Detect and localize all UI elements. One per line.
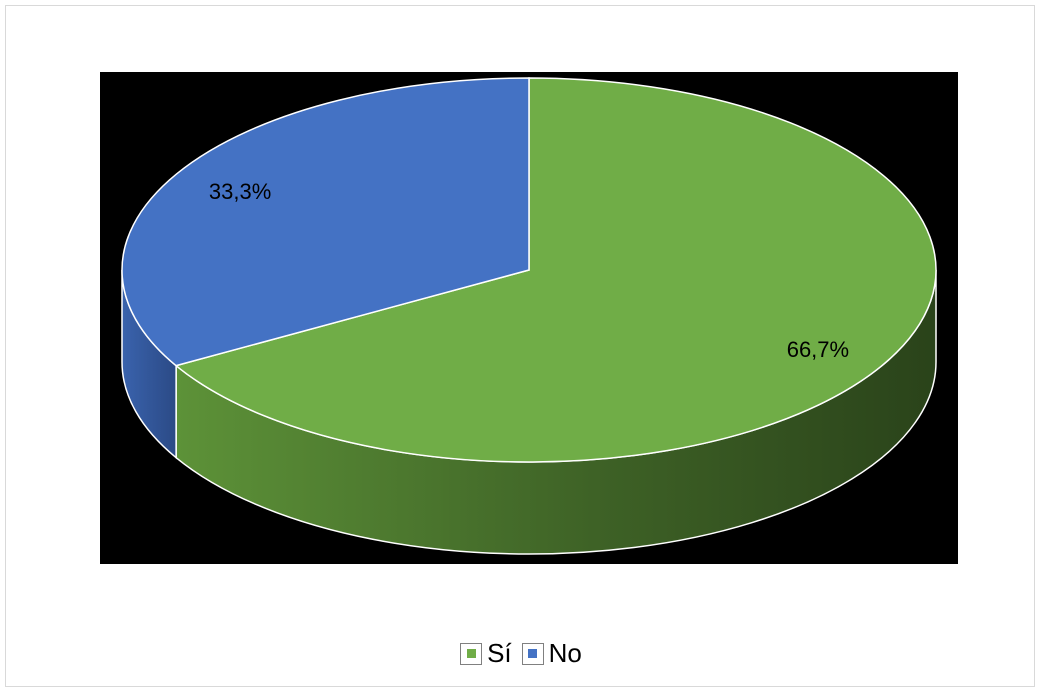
legend: Sí No	[0, 638, 1042, 669]
legend-item-si: Sí	[460, 638, 512, 669]
pie-slice-1	[121, 77, 530, 367]
data-label-1: 33,3%	[209, 179, 271, 204]
pie-slice-0	[174, 77, 937, 463]
data-label-0: 66,7%	[787, 337, 849, 362]
legend-label-si: Sí	[487, 638, 512, 668]
legend-swatch-si	[460, 642, 483, 665]
legend-item-no: No	[521, 638, 582, 669]
legend-swatch-no	[521, 642, 544, 665]
legend-label-no: No	[548, 638, 582, 668]
